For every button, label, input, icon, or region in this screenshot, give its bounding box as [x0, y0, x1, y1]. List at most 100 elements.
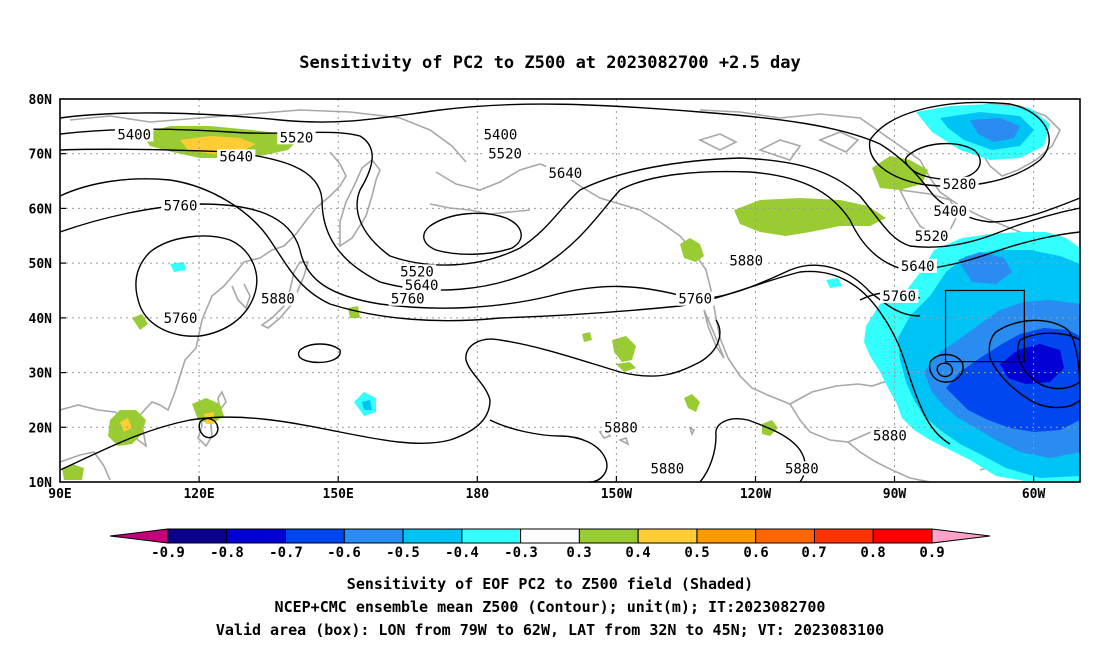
colorbar-cell [226, 528, 287, 544]
contour-5400-outer-loop [868, 101, 1050, 187]
contour-label-background [726, 253, 766, 268]
colorbar-label: 0.7 [801, 545, 826, 561]
contour-label-background [782, 461, 822, 476]
contour-label: 5640 [549, 166, 583, 182]
lon-label: 150W [601, 487, 632, 502]
contour-label-background [930, 204, 970, 219]
shade-neg-pacific-mid-core [362, 400, 372, 410]
contour-label: 5880 [261, 292, 295, 308]
colorbar-label: -0.7 [269, 545, 303, 561]
shade-pos-nw-pac [348, 306, 360, 318]
contour-5880-south [60, 319, 721, 471]
contour-label-background [388, 291, 427, 306]
contour-label-background [114, 127, 154, 142]
lat-label: 50N [29, 257, 53, 272]
coastline-indochina [60, 451, 111, 481]
lon-label: 180 [466, 487, 490, 502]
colorbar-label: 0.9 [919, 545, 944, 561]
caption-line-3: Valid area (box): LON from 79W to 62W, L… [216, 621, 884, 639]
tick-marks [60, 153, 1035, 482]
contour-label-background [402, 278, 441, 293]
contour-label: 5880 [651, 461, 685, 477]
contour-label-background [277, 130, 316, 145]
colorbar-label: -0.4 [445, 545, 479, 561]
caption-block: Sensitivity of EOF PC2 to Z500 field (Sh… [216, 575, 884, 639]
shade-pos-alaska-gulf [734, 198, 886, 236]
coastline-siberia [69, 109, 467, 163]
contour-label: 5760 [391, 292, 425, 308]
lat-labels: 80N 70N 60N 50N 40N 30N 20N 10N [29, 93, 53, 491]
contour-label-background [161, 198, 200, 213]
lat-label: 30N [29, 367, 53, 382]
contour-label: 5280 [943, 177, 977, 193]
map-frame [59, 98, 1081, 483]
contour-label-background [879, 288, 919, 303]
shade-neg-atlantic-core [1000, 344, 1064, 384]
map-panel: 5400 552056405400552056405760576058805520… [29, 93, 1081, 502]
coastline-canada-islands [697, 131, 860, 161]
colorbar-cell [167, 528, 228, 544]
coastline-japan [260, 261, 310, 329]
colorbar-labels: -0.9 -0.8 -0.7 -0.6 -0.5 -0.4 -0.3 0.3 0… [151, 545, 945, 561]
coastline-na-west [659, 221, 881, 443]
shade-neg-labrador-small [826, 278, 842, 288]
contour-label: 5640 [405, 278, 439, 294]
colorbar-label: -0.9 [151, 545, 185, 561]
colorbar-cell [402, 528, 463, 544]
lat-label: 40N [29, 312, 53, 327]
shade-neg-pacific-small [170, 262, 186, 272]
colorbar-label: -0.5 [386, 545, 420, 561]
valid-area-box [944, 289, 1025, 363]
contour-label: 5880 [785, 461, 819, 477]
shade-pos-baja [684, 394, 700, 412]
contour-label-background [675, 291, 715, 306]
contour-label: 5520 [915, 229, 949, 245]
contour-5880-pac-south [489, 419, 608, 482]
contour-label: 5400 [933, 204, 967, 220]
contour-hurricane-inner [936, 362, 954, 378]
colorbar-cell [285, 528, 345, 544]
contour-label-background [546, 165, 585, 180]
lon-label: 90E [48, 487, 71, 502]
contour-label-background [258, 291, 298, 306]
contour-label: 5520 [488, 147, 522, 163]
colorbar-label: -0.3 [504, 545, 538, 561]
contour-5760 [60, 203, 921, 317]
contour-label: 5760 [678, 292, 712, 308]
shade-pos-canada [872, 156, 928, 190]
colorbar-cell [578, 528, 639, 544]
contour-label-background [898, 258, 937, 273]
contour-5520-loop [423, 212, 522, 255]
figure-title: Sensitivity of PC2 to Z500 at 2023082700… [299, 53, 801, 73]
lon-labels: 90E 120E 150E 180 150W 120W 90W 60W [48, 487, 1045, 502]
contour-5880-pac-loop [297, 343, 341, 364]
shade-pos-ne-pac [582, 332, 592, 342]
contour-label: 5520 [400, 264, 434, 280]
colorbar-label: 0.6 [743, 545, 768, 561]
shade-neg-newfoundland [958, 252, 1012, 284]
colorbar-cell [637, 528, 698, 544]
contour-label: 5880 [729, 253, 763, 269]
contour-label-background [216, 149, 256, 164]
lat-label: 10N [29, 476, 53, 491]
coastline-korea [231, 283, 251, 310]
contour-label: 5760 [164, 199, 198, 215]
contour-label: 5880 [604, 420, 638, 436]
caption-line-1: Sensitivity of EOF PC2 to Z500 field (Sh… [347, 575, 753, 593]
colorbar-label: -0.6 [327, 545, 361, 561]
contour-5880-mex [699, 418, 806, 482]
contour-label-background [481, 127, 520, 142]
shade-pos-pnw [680, 238, 704, 262]
contour-label-background [940, 176, 979, 191]
lat-label: 80N [29, 93, 53, 108]
coastline-baja [703, 309, 725, 359]
colorbar-cell [696, 528, 757, 544]
contour-label-background [648, 461, 687, 476]
contour-label: 5760 [882, 289, 916, 305]
coastline-central-america [847, 441, 931, 482]
colorbar-left-arrow [109, 528, 169, 544]
colorbar-label: 0.8 [860, 545, 885, 561]
lat-label: 70N [29, 148, 53, 163]
contour-label: 5760 [164, 311, 198, 327]
contour-label: 5640 [219, 149, 253, 165]
